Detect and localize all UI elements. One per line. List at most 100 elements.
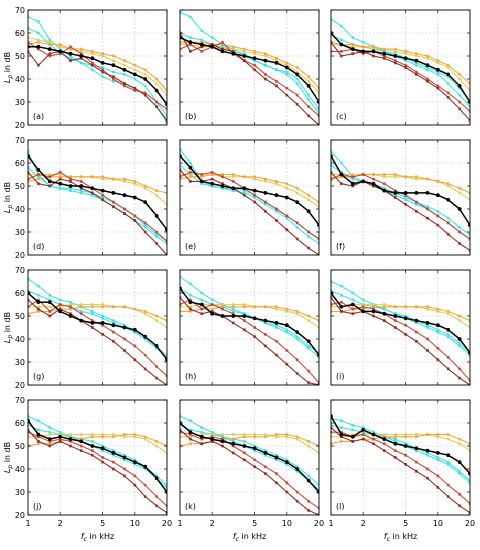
data-point: [403, 444, 408, 448]
data-point: [36, 20, 40, 23]
data-point: [101, 323, 105, 327]
data-point: [415, 73, 418, 76]
data-point: [180, 163, 182, 167]
series-line-cyan: [331, 424, 470, 481]
data-point: [307, 444, 311, 448]
data-point: [90, 453, 94, 457]
data-point: [48, 440, 52, 443]
data-point: [317, 451, 319, 455]
data-point: [180, 435, 182, 439]
data-point: [155, 189, 159, 192]
data-point: [143, 91, 147, 95]
y-tick-label: 40: [15, 465, 25, 474]
data-point: [111, 191, 116, 195]
data-point: [295, 186, 299, 190]
data-point: [210, 298, 214, 302]
series-line-yellow: [180, 433, 319, 454]
data-point: [436, 307, 440, 311]
data-point: [446, 356, 450, 359]
data-point: [221, 305, 224, 309]
data-point: [446, 483, 450, 487]
y-axis-label: Lp in dB: [3, 52, 14, 83]
data-point: [339, 304, 344, 309]
data-point: [382, 54, 386, 58]
data-point: [457, 84, 462, 88]
series-line-red: [28, 41, 167, 110]
series-line-darkred: [28, 299, 167, 385]
data-point: [404, 63, 408, 67]
data-point: [133, 68, 137, 72]
series-line-red: [331, 301, 470, 381]
data-point: [350, 434, 355, 439]
data-point: [188, 433, 192, 436]
data-point: [90, 433, 94, 436]
y-tick-label: 60: [15, 159, 25, 168]
data-point: [446, 437, 450, 441]
data-point: [123, 177, 126, 181]
data-point: [165, 353, 167, 357]
data-point: [69, 186, 72, 190]
data-point: [79, 310, 83, 313]
data-point: [122, 193, 127, 198]
data-point: [295, 200, 300, 205]
data-point: [275, 339, 278, 343]
data-point: [58, 434, 63, 439]
data-point: [90, 186, 95, 191]
data-point: [468, 191, 470, 195]
data-point: [331, 442, 333, 446]
series-line-yellow: [331, 43, 470, 91]
x-axis-label: fc in kHz: [81, 532, 114, 543]
data-point: [123, 453, 126, 457]
data-point: [242, 451, 246, 455]
data-point: [295, 358, 299, 362]
data-point: [101, 66, 105, 69]
panel-l: (l)1 2 5 10 20 fc in kHz: [328, 399, 475, 543]
series-line-darkred: [331, 171, 470, 251]
data-point: [133, 180, 137, 183]
data-point: [415, 305, 418, 309]
data-point: [112, 79, 115, 83]
data-point: [275, 79, 278, 83]
data-point: [436, 59, 440, 62]
series-line-cyan: [331, 417, 470, 484]
data-point: [48, 38, 52, 42]
data-point: [331, 17, 333, 21]
data-point: [436, 180, 440, 183]
data-point: [200, 173, 204, 176]
data-point: [155, 495, 159, 498]
x-tick-label: 2: [58, 519, 63, 528]
data-point: [79, 184, 84, 188]
data-point: [48, 305, 52, 309]
data-point: [426, 216, 429, 220]
data-point: [133, 435, 137, 439]
data-point: [36, 175, 40, 179]
data-point: [307, 114, 311, 118]
data-point: [242, 444, 247, 448]
data-point: [188, 43, 192, 46]
data-point: [36, 300, 41, 305]
data-point: [307, 314, 311, 318]
data-point: [426, 451, 429, 455]
data-point: [242, 314, 247, 318]
panel-k: (k)1 2 5 10 20 fc in kHz: [177, 399, 324, 543]
data-point: [351, 36, 355, 39]
data-point: [28, 430, 30, 434]
data-point: [28, 173, 30, 176]
data-point: [210, 43, 214, 46]
data-point: [143, 337, 147, 341]
data-point: [295, 467, 300, 471]
panel-frame: [179, 9, 320, 126]
data-point: [47, 179, 52, 184]
data-point: [36, 47, 40, 51]
data-point: [101, 68, 105, 72]
data-point: [48, 52, 52, 56]
data-point: [112, 460, 115, 464]
data-point: [339, 293, 343, 297]
data-point: [231, 312, 235, 316]
data-point: [112, 200, 115, 204]
data-point: [221, 173, 224, 176]
data-point: [351, 52, 355, 56]
x-tick-label: 5: [252, 519, 257, 528]
data-point: [188, 170, 192, 174]
data-point: [350, 181, 355, 186]
